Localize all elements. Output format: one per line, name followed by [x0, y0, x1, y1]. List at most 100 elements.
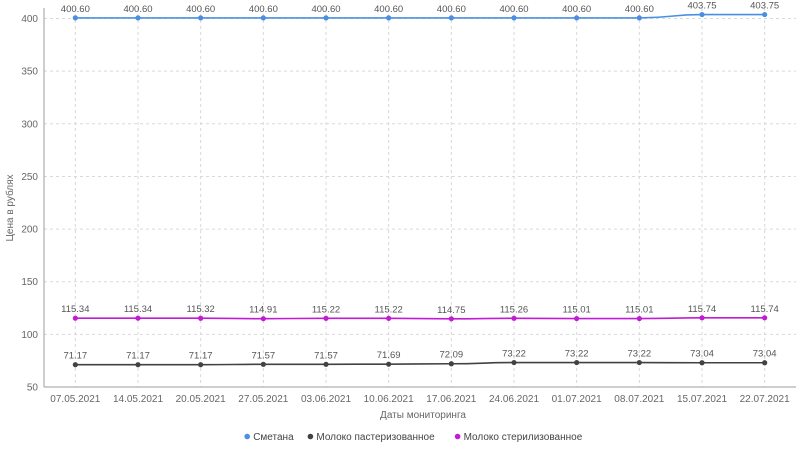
data-point[interactable]	[260, 15, 266, 21]
data-point[interactable]	[511, 15, 517, 21]
data-label: 71.69	[377, 350, 401, 361]
data-label: 115.74	[688, 304, 716, 315]
series	[72, 11, 768, 368]
x-tick-label: 20.05.2021	[176, 394, 226, 405]
data-point[interactable]	[762, 315, 768, 321]
data-point[interactable]	[198, 315, 204, 321]
data-label: 73.22	[502, 349, 526, 360]
data-point[interactable]	[511, 315, 517, 321]
data-point[interactable]	[574, 15, 580, 21]
y-tick-label: 400	[21, 14, 38, 25]
data-point[interactable]	[762, 11, 768, 18]
data-label: 400.60	[374, 4, 403, 15]
data-point[interactable]	[323, 15, 329, 21]
x-tick-label: 24.06.2021	[489, 394, 539, 405]
x-tick-label: 14.05.2021	[113, 394, 163, 405]
data-point[interactable]	[386, 315, 392, 321]
data-label: 114.91	[249, 305, 277, 316]
data-point[interactable]	[574, 359, 580, 366]
legend-marker	[454, 433, 461, 440]
data-label: 400.60	[186, 4, 215, 15]
data-label: 400.60	[249, 4, 278, 15]
data-labels: 400.60 400.60 400.60 400.60 400.60 400.60 400.…	[61, 1, 779, 362]
x-tick-label: 15.07.2021	[677, 394, 727, 405]
data-label: 114.75	[437, 305, 465, 316]
data-label: 400.60	[123, 4, 152, 15]
data-label: 403.75	[687, 1, 716, 12]
data-point[interactable]	[323, 315, 329, 321]
axes: 50 100 150 200 250 300 350 400 07.05.2021 14.05.2…	[21, 8, 796, 405]
data-label: 71.57	[251, 350, 275, 361]
data-label: 115.01	[625, 305, 653, 316]
y-tick-label: 100	[21, 330, 38, 341]
y-tick-label: 300	[21, 119, 38, 130]
data-label: 403.75	[750, 1, 779, 12]
data-point[interactable]	[260, 316, 266, 322]
data-point[interactable]	[448, 15, 454, 21]
data-label: 115.22	[374, 304, 402, 315]
legend-item[interactable]: Молоко стерилизованное	[454, 432, 583, 443]
data-point[interactable]	[72, 362, 78, 368]
data-label: 115.26	[500, 304, 528, 315]
data-label: 115.74	[750, 304, 778, 315]
data-label: 400.60	[499, 4, 528, 15]
data-point[interactable]	[636, 359, 642, 366]
data-point[interactable]	[386, 15, 392, 21]
data-point[interactable]	[386, 361, 392, 367]
data-point[interactable]	[260, 361, 266, 367]
series-line	[75, 361, 765, 366]
x-tick-label: 01.07.2021	[552, 394, 602, 405]
data-point[interactable]	[699, 11, 705, 18]
data-point[interactable]	[72, 315, 78, 321]
series-line	[75, 13, 765, 19]
data-point[interactable]	[511, 359, 517, 366]
y-tick-label: 50	[27, 383, 39, 394]
data-point[interactable]	[323, 361, 329, 367]
x-tick-label: 22.07.2021	[740, 394, 790, 405]
data-label: 115.34	[61, 304, 89, 315]
x-tick-label: 07.05.2021	[50, 394, 100, 405]
data-label: 73.22	[627, 349, 651, 360]
data-point[interactable]	[135, 362, 141, 368]
y-tick-label: 350	[21, 67, 38, 78]
x-axis-title: Даты мониторинга	[380, 410, 466, 421]
data-label: 73.22	[565, 349, 589, 360]
data-label: 400.60	[61, 4, 90, 15]
legend-item[interactable]: Молоко пастеризованное	[307, 432, 435, 443]
data-label: 72.09	[439, 350, 463, 361]
data-label: 115.01	[562, 305, 590, 316]
data-point[interactable]	[448, 361, 454, 367]
data-point[interactable]	[574, 315, 580, 322]
data-point[interactable]	[699, 360, 705, 366]
data-label: 400.60	[311, 4, 340, 15]
data-point[interactable]	[135, 15, 141, 21]
legend-marker	[244, 433, 250, 440]
data-point[interactable]	[636, 15, 642, 21]
data-point[interactable]	[198, 362, 204, 368]
data-point[interactable]	[72, 15, 78, 21]
data-label: 71.57	[314, 350, 338, 361]
x-tick-label: 17.06.2021	[426, 394, 476, 405]
data-label: 73.04	[753, 349, 777, 360]
legend-label: Молоко стерилизованное	[464, 432, 583, 443]
x-tick-label: 08.07.2021	[614, 394, 664, 405]
data-point[interactable]	[636, 315, 642, 322]
legend-label: Сметана	[253, 432, 294, 443]
data-label: 400.60	[437, 4, 466, 15]
data-point[interactable]	[448, 316, 454, 322]
data-point[interactable]	[135, 315, 141, 321]
data-label: 115.34	[124, 304, 152, 315]
series-line	[75, 316, 765, 320]
legend: Сметана Молоко пастеризованное Молоко стер…	[244, 432, 583, 443]
legend-item[interactable]: Сметана	[244, 432, 294, 443]
data-label: 400.60	[562, 4, 591, 15]
data-point[interactable]	[198, 15, 204, 21]
legend-label: Молоко пастеризованное	[316, 432, 435, 443]
data-label: 115.22	[312, 304, 340, 315]
x-tick-label: 03.06.2021	[301, 394, 351, 405]
data-label: 115.32	[186, 304, 214, 315]
data-point[interactable]	[699, 315, 705, 321]
grid	[44, 8, 796, 387]
data-point[interactable]	[762, 360, 768, 366]
data-label: 73.04	[690, 349, 714, 360]
